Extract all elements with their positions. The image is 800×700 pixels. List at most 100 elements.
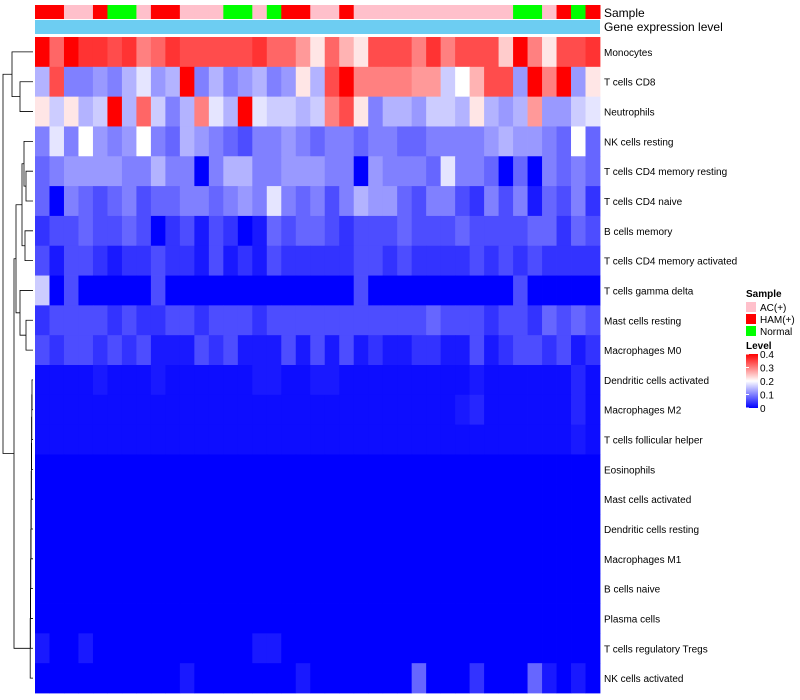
sample-annotation-cell: [208, 5, 224, 19]
heatmap-cell: [252, 454, 268, 485]
heatmap-cell: [35, 186, 50, 217]
heatmap-cell: [585, 484, 601, 515]
heatmap-cell: [237, 663, 253, 694]
heatmap-cell: [426, 66, 442, 98]
heatmap-cell: [455, 514, 471, 545]
heatmap-cell: [252, 603, 268, 634]
heatmap-cell: [353, 37, 369, 68]
heatmap-cell: [63, 543, 79, 575]
heatmap-cell: [368, 424, 384, 455]
heatmap-cell: [498, 454, 514, 485]
heatmap-cell: [179, 603, 195, 634]
heatmap-cell: [310, 573, 326, 604]
sample-annotation-cell: [281, 5, 297, 19]
heatmap-cell: [542, 365, 557, 396]
heatmap-cell: [368, 365, 384, 396]
heatmap-cell: [252, 365, 268, 396]
heatmap-cell: [382, 126, 398, 157]
heatmap-cell: [382, 394, 398, 426]
heatmap-cell: [252, 484, 268, 515]
sample-annotation-cell: [92, 5, 108, 19]
heatmap-cell: [498, 66, 514, 98]
heatmap-cell: [295, 96, 311, 127]
heatmap-cell: [295, 424, 311, 455]
heatmap-cell: [266, 603, 282, 634]
heatmap-cell: [63, 96, 79, 127]
heatmap-cell: [310, 126, 326, 157]
heatmap-cell: [455, 365, 471, 396]
heatmap-cell: [266, 365, 282, 396]
heatmap-cell: [397, 394, 413, 426]
heatmap-cell: [484, 335, 499, 366]
heatmap-cell: [498, 365, 514, 396]
row-label: B cells memory: [604, 227, 672, 238]
heatmap-cell: [266, 66, 282, 98]
heatmap-cell: [411, 603, 427, 634]
heatmap-cell: [208, 275, 224, 306]
heatmap-cell: [411, 37, 427, 68]
heatmap-cell: [397, 126, 413, 157]
heatmap-cell: [165, 633, 181, 664]
heatmap-cell: [150, 454, 166, 485]
sample-annotation-cell: [498, 5, 514, 19]
heatmap-cell: [266, 424, 282, 455]
heatmap-cell: [324, 663, 340, 694]
heatmap-cell: [121, 484, 137, 515]
heatmap-cell: [194, 186, 210, 217]
heatmap-cell: [556, 335, 572, 366]
heatmap-cell: [165, 484, 181, 515]
heatmap-cell: [92, 305, 108, 336]
heatmap-cell: [92, 573, 108, 604]
heatmap-cell: [426, 126, 442, 157]
row-label: Mast cells resting: [604, 316, 681, 327]
heatmap-cell: [426, 156, 442, 187]
heatmap-cell: [571, 573, 586, 604]
heatmap-cell: [353, 543, 369, 575]
heatmap-cell: [63, 394, 79, 426]
heatmap-cell: [310, 245, 326, 276]
heatmap-cell: [281, 573, 297, 604]
heatmap-cell: [310, 663, 326, 694]
heatmap-cell: [35, 37, 50, 68]
heatmap-cell: [252, 66, 268, 98]
heatmap-cell: [440, 633, 456, 664]
heatmap-cell: [368, 335, 384, 366]
heatmap-cell: [585, 186, 601, 217]
heatmap-cell: [469, 633, 485, 664]
heatmap-cell: [585, 275, 601, 306]
heatmap-cell: [78, 335, 94, 366]
sample-annotation-cell: [194, 5, 210, 19]
heatmap-cell: [484, 275, 499, 306]
heatmap-cell: [107, 633, 123, 664]
heatmap-cell: [571, 514, 586, 545]
sample-annotation-cell: [368, 5, 384, 19]
heatmap-cell: [35, 96, 50, 127]
heatmap-cell: [585, 424, 601, 455]
heatmap-cell: [469, 305, 485, 336]
heatmap-cell: [324, 603, 340, 634]
sample-annotation-cell: [527, 5, 543, 19]
heatmap-cell: [136, 454, 152, 485]
heatmap-cell: [571, 424, 586, 455]
heatmap-cell: [353, 633, 369, 664]
heatmap-cell: [78, 96, 94, 127]
heatmap-cell: [49, 335, 65, 366]
heatmap-cell: [92, 335, 108, 366]
heatmap-cell: [194, 156, 210, 187]
heatmap-cell: [281, 275, 297, 306]
heatmap-cell: [107, 156, 123, 187]
heatmap-cell: [513, 454, 528, 485]
heatmap-cell: [556, 305, 572, 336]
heatmap-cell: [194, 245, 210, 276]
heatmap-cell: [107, 275, 123, 306]
heatmap-cell: [78, 186, 94, 217]
heatmap-cell: [223, 305, 239, 336]
heatmap-cell: [382, 573, 398, 604]
heatmap-cell: [179, 156, 195, 187]
heatmap-cell: [440, 394, 456, 426]
heatmap-cell: [237, 37, 253, 68]
heatmap-cell: [165, 37, 181, 68]
heatmap-cell: [281, 66, 297, 98]
heatmap-cell: [107, 365, 123, 396]
heatmap-cell: [411, 96, 427, 127]
